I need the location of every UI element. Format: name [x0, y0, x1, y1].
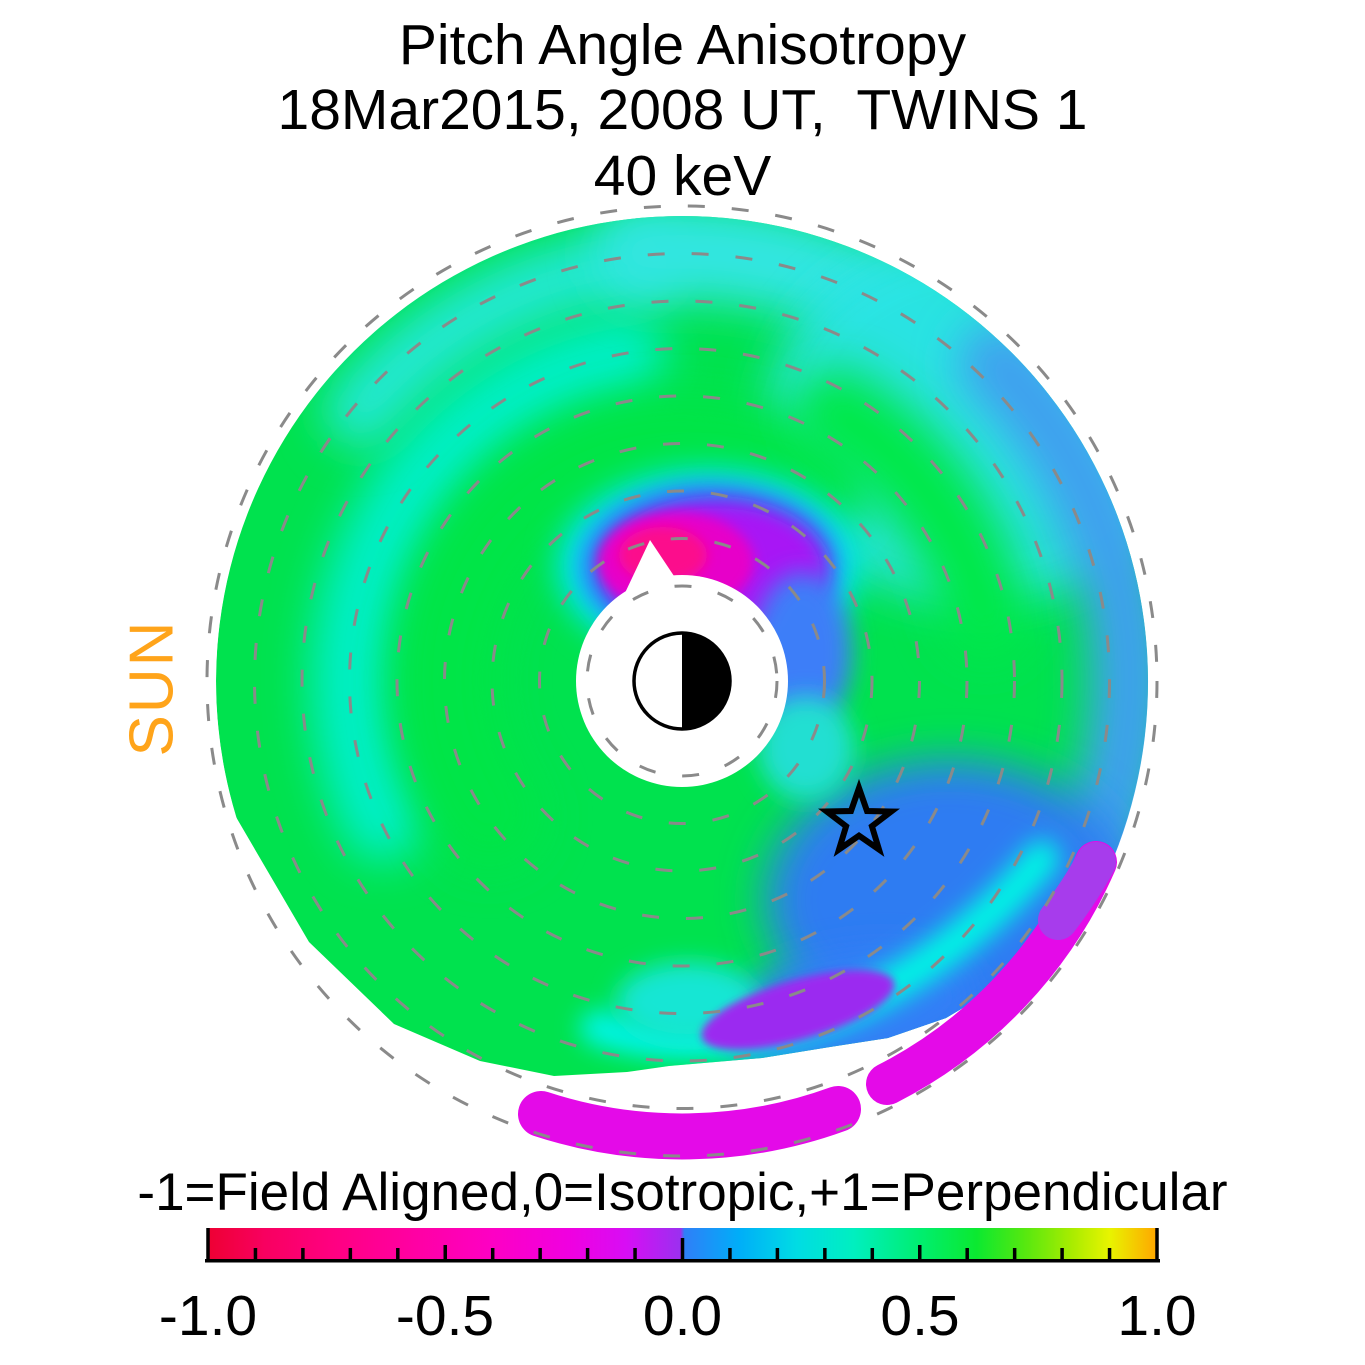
radial-gridline	[300, 299, 1064, 1063]
right-magenta-arc-purple-tip	[1038, 842, 1116, 940]
radial-gridline	[585, 584, 779, 778]
radial-gridline	[205, 204, 1159, 1158]
star-marker	[818, 778, 900, 857]
sun-direction-label: SUN	[117, 619, 187, 757]
radial-gridline	[538, 537, 826, 825]
plot-energy-label: 40 keV	[593, 144, 772, 208]
hole-wedge	[598, 540, 718, 650]
radial-gridline	[443, 442, 921, 920]
field-teal-band	[310, 315, 666, 862]
colorbar-ticks	[206, 1228, 1159, 1260]
colorbar-tick-label: -0.5	[395, 1284, 495, 1348]
field-inner-green-arc	[394, 392, 870, 869]
colorbar-tick-label: -1.0	[158, 1284, 258, 1348]
colorbar	[205, 1228, 1160, 1263]
colorbar-axis-line	[205, 1259, 1160, 1263]
radial-gridline	[395, 394, 969, 968]
plot-subtitle-datetime: 18Mar2015, 2008 UT, TWINS 1	[277, 78, 1088, 142]
colorbar-tick-label: 0.5	[880, 1284, 960, 1348]
plot-title: Pitch Angle Anisotropy	[398, 13, 967, 77]
field-hole-right-cyan	[758, 696, 854, 800]
anisotropy-scale-legend: -1=Field Aligned,0=Isotropic,+1=Perpendi…	[137, 1163, 1228, 1222]
radial-gridline	[253, 252, 1111, 1110]
radial-gridline	[490, 489, 874, 873]
radial-gridlines	[205, 204, 1159, 1158]
colorbar-tick-label: 1.0	[1117, 1284, 1197, 1348]
outer-magenta-arcs	[518, 841, 1117, 1160]
field-purple-lens	[701, 970, 895, 1050]
field-upperright-green-arc	[794, 370, 1028, 660]
earth-symbol	[632, 631, 732, 731]
earth-nightside	[682, 633, 730, 729]
radial-gridline	[348, 347, 1016, 1015]
bottom-magenta-arc	[518, 1086, 861, 1160]
colorbar-tick-label: 0.0	[642, 1284, 723, 1348]
